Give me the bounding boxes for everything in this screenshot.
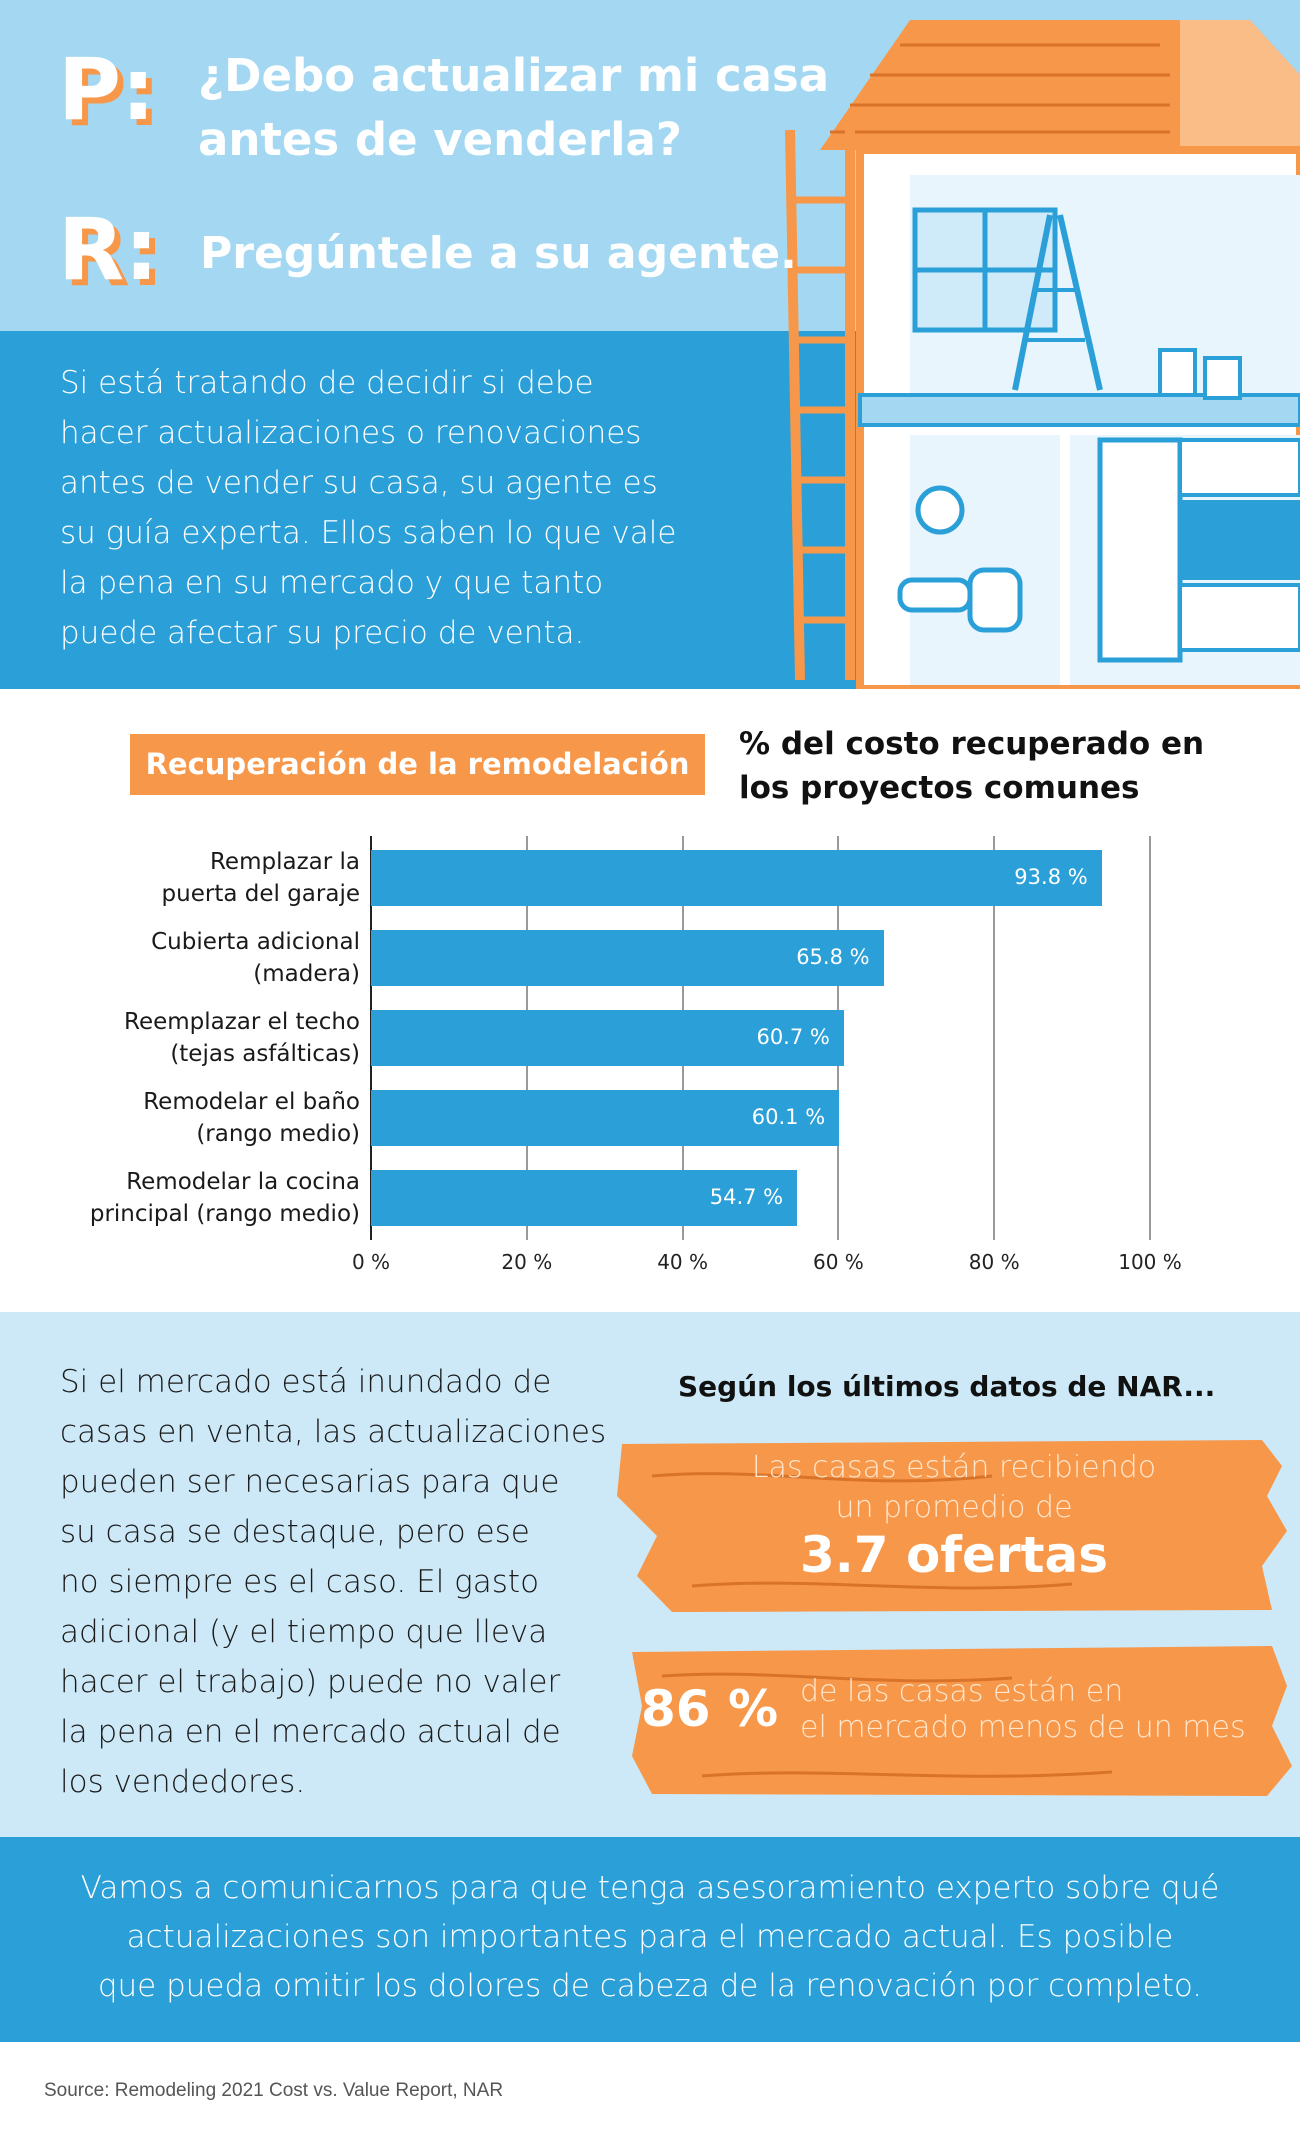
x-tick-label: 80 % bbox=[968, 1250, 1020, 1274]
cta-line: actualizaciones son importantes para el … bbox=[126, 1919, 1174, 1955]
stat1-line: un promedio de bbox=[835, 1490, 1073, 1525]
stat2-text: de las casas están en el mercado menos d… bbox=[800, 1674, 1246, 1746]
market-line: Si el mercado está inundado de bbox=[60, 1364, 552, 1400]
chart-label: Recuperación de la remodelación bbox=[145, 747, 690, 781]
chart-title-line: los proyectos comunes bbox=[739, 770, 1140, 806]
market-line: la pena en el mercado actual de bbox=[60, 1714, 561, 1750]
value-label: 93.8 % bbox=[1014, 865, 1088, 889]
bar bbox=[371, 930, 884, 986]
value-label: 60.1 % bbox=[751, 1105, 826, 1129]
intro-line: puede afectar su precio de venta. bbox=[60, 615, 585, 651]
intro-line: antes de vender su casa, su agente es bbox=[60, 465, 658, 501]
answer: Pregúntele a su agente. bbox=[200, 228, 797, 279]
intro-line: Si está tratando de decidir si debe bbox=[60, 365, 594, 401]
question-line: antes de venderla? bbox=[198, 113, 682, 166]
plank bbox=[632, 1646, 1292, 1796]
roof-light bbox=[1180, 20, 1300, 150]
category-label: Cubierta adicional (madera) bbox=[151, 929, 360, 987]
roof-shingles bbox=[830, 43, 1170, 134]
grid-line bbox=[993, 836, 996, 1240]
bar bbox=[371, 1010, 844, 1066]
market-line: su casa se destaque, pero ese bbox=[60, 1514, 530, 1550]
market-line: adicional (y el tiempo que lleva bbox=[60, 1614, 548, 1650]
r-mark: R: bbox=[58, 200, 159, 300]
category-label: Remodelar el baño (rango medio) bbox=[143, 1089, 360, 1147]
nar-heading: Según los últimos datos de NAR... bbox=[678, 1370, 1216, 1403]
bar bbox=[371, 1170, 798, 1226]
stat2-line: el mercado menos de un mes bbox=[800, 1710, 1246, 1745]
chart-label-box bbox=[130, 734, 705, 795]
bar bbox=[371, 850, 1102, 906]
plank bbox=[617, 1440, 1287, 1612]
cta-text: Vamos a comunicarnos para que tenga ases… bbox=[0, 1864, 1300, 2011]
source: Source: Remodeling 2021 Cost vs. Value R… bbox=[44, 2080, 504, 2101]
intro-line: la pena en su mercado y que tanto bbox=[60, 565, 604, 601]
intro-line: su guía experta. Ellos saben lo que vale bbox=[60, 515, 677, 551]
value-label: 60.7 % bbox=[756, 1025, 830, 1049]
market-line: pueden ser necesarias para que bbox=[60, 1464, 560, 1500]
stat1-text: Las casas están recibiendo un promedio d… bbox=[614, 1448, 1294, 1528]
chart: 0 % 20 % 40 % 60 % 80 % 100 % 93.8 % Remplazar … bbox=[89, 836, 1182, 1274]
step-ladder bbox=[1012, 214, 1103, 391]
x-tick-label: 60 % bbox=[812, 1250, 864, 1274]
cta-band bbox=[0, 1837, 1300, 2042]
category-label: Remplazar la puerta del garaje bbox=[161, 849, 360, 907]
value-label: 54.7 % bbox=[709, 1185, 784, 1209]
x-tick-label: 0 % bbox=[351, 1250, 391, 1274]
question-line: ¿Debo actualizar mi casa bbox=[198, 49, 830, 102]
market-line: no siempre es el caso. El gasto bbox=[60, 1564, 540, 1600]
stat1-value: 3.7 ofertas bbox=[799, 1526, 1109, 1584]
bar bbox=[371, 1090, 840, 1146]
category-label: Reemplazar el techo (tejas asfálticas) bbox=[124, 1009, 360, 1067]
market-line: hacer el trabajo) puede no valer bbox=[60, 1664, 561, 1700]
chart-title: % del costo recuperado en los proyectos … bbox=[739, 722, 1204, 810]
grid-line bbox=[1149, 836, 1151, 1240]
intro-line: hacer actualizaciones o renovaciones bbox=[60, 415, 642, 451]
stat2-value: 86 % bbox=[641, 1680, 779, 1738]
x-tick-label: 40 % bbox=[657, 1250, 708, 1274]
bathroom bbox=[910, 435, 1060, 685]
p-mark: P: bbox=[58, 40, 156, 140]
market-line: casas en venta, las actualizaciones bbox=[60, 1414, 607, 1450]
x-tick-label: 100 % bbox=[1118, 1250, 1182, 1274]
wood-grain bbox=[651, 1472, 1113, 1778]
category-label: Remodelar la cocina principal (rango med… bbox=[89, 1169, 360, 1227]
intro-text: Si está tratando de decidir si debe hacer… bbox=[60, 358, 677, 658]
ladder bbox=[785, 129, 855, 681]
planks bbox=[617, 1440, 1292, 1796]
house-illustration bbox=[785, 20, 1300, 689]
value-label: 65.8 % bbox=[796, 945, 870, 969]
cta-line: Vamos a comunicarnos para que tenga ases… bbox=[80, 1870, 1220, 1906]
chart-title-line: % del costo recuperado en bbox=[739, 726, 1205, 762]
cta-line: que pueda omitir los dolores de cabeza d… bbox=[97, 1968, 1203, 2004]
stat1-line: Las casas están recibiendo bbox=[751, 1450, 1157, 1485]
x-tick-label: 20 % bbox=[501, 1250, 553, 1274]
stat2-line: de las casas están en bbox=[800, 1674, 1124, 1709]
market-line: los vendedores. bbox=[60, 1764, 306, 1800]
question: ¿Debo actualizar mi casa antes de vender… bbox=[198, 44, 829, 172]
market-text: Si el mercado está inundado de casas en v… bbox=[60, 1357, 606, 1807]
